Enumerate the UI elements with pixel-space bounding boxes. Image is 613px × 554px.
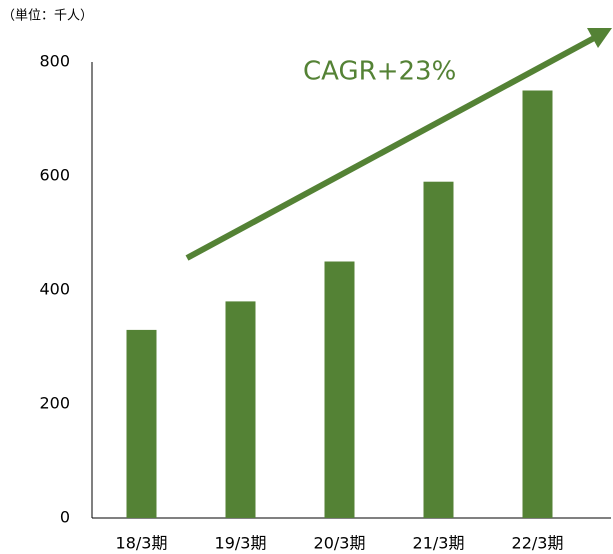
bar [126, 329, 157, 518]
y-tick-label: 200 [39, 394, 70, 413]
unit-label: （単位：千人） [2, 8, 93, 24]
trend-arrow [185, 34, 598, 261]
bar [423, 181, 454, 518]
x-tick-label: 20/3期 [314, 534, 366, 553]
bar [522, 90, 553, 518]
bar [225, 301, 256, 518]
x-tick-label: 21/3期 [413, 534, 465, 553]
y-tick-label: 0 [60, 508, 70, 527]
x-tick-label: 22/3期 [512, 534, 564, 553]
y-tick-label: 600 [39, 166, 70, 185]
x-tick-label: 19/3期 [215, 534, 267, 553]
annotation: CAGR+23% [303, 57, 456, 87]
y-tick-label: 800 [39, 52, 70, 71]
x-tick-label: 18/3期 [116, 534, 168, 553]
trend-arrow-head [587, 28, 612, 48]
bar [324, 261, 355, 518]
y-tick-label: 400 [39, 280, 70, 299]
